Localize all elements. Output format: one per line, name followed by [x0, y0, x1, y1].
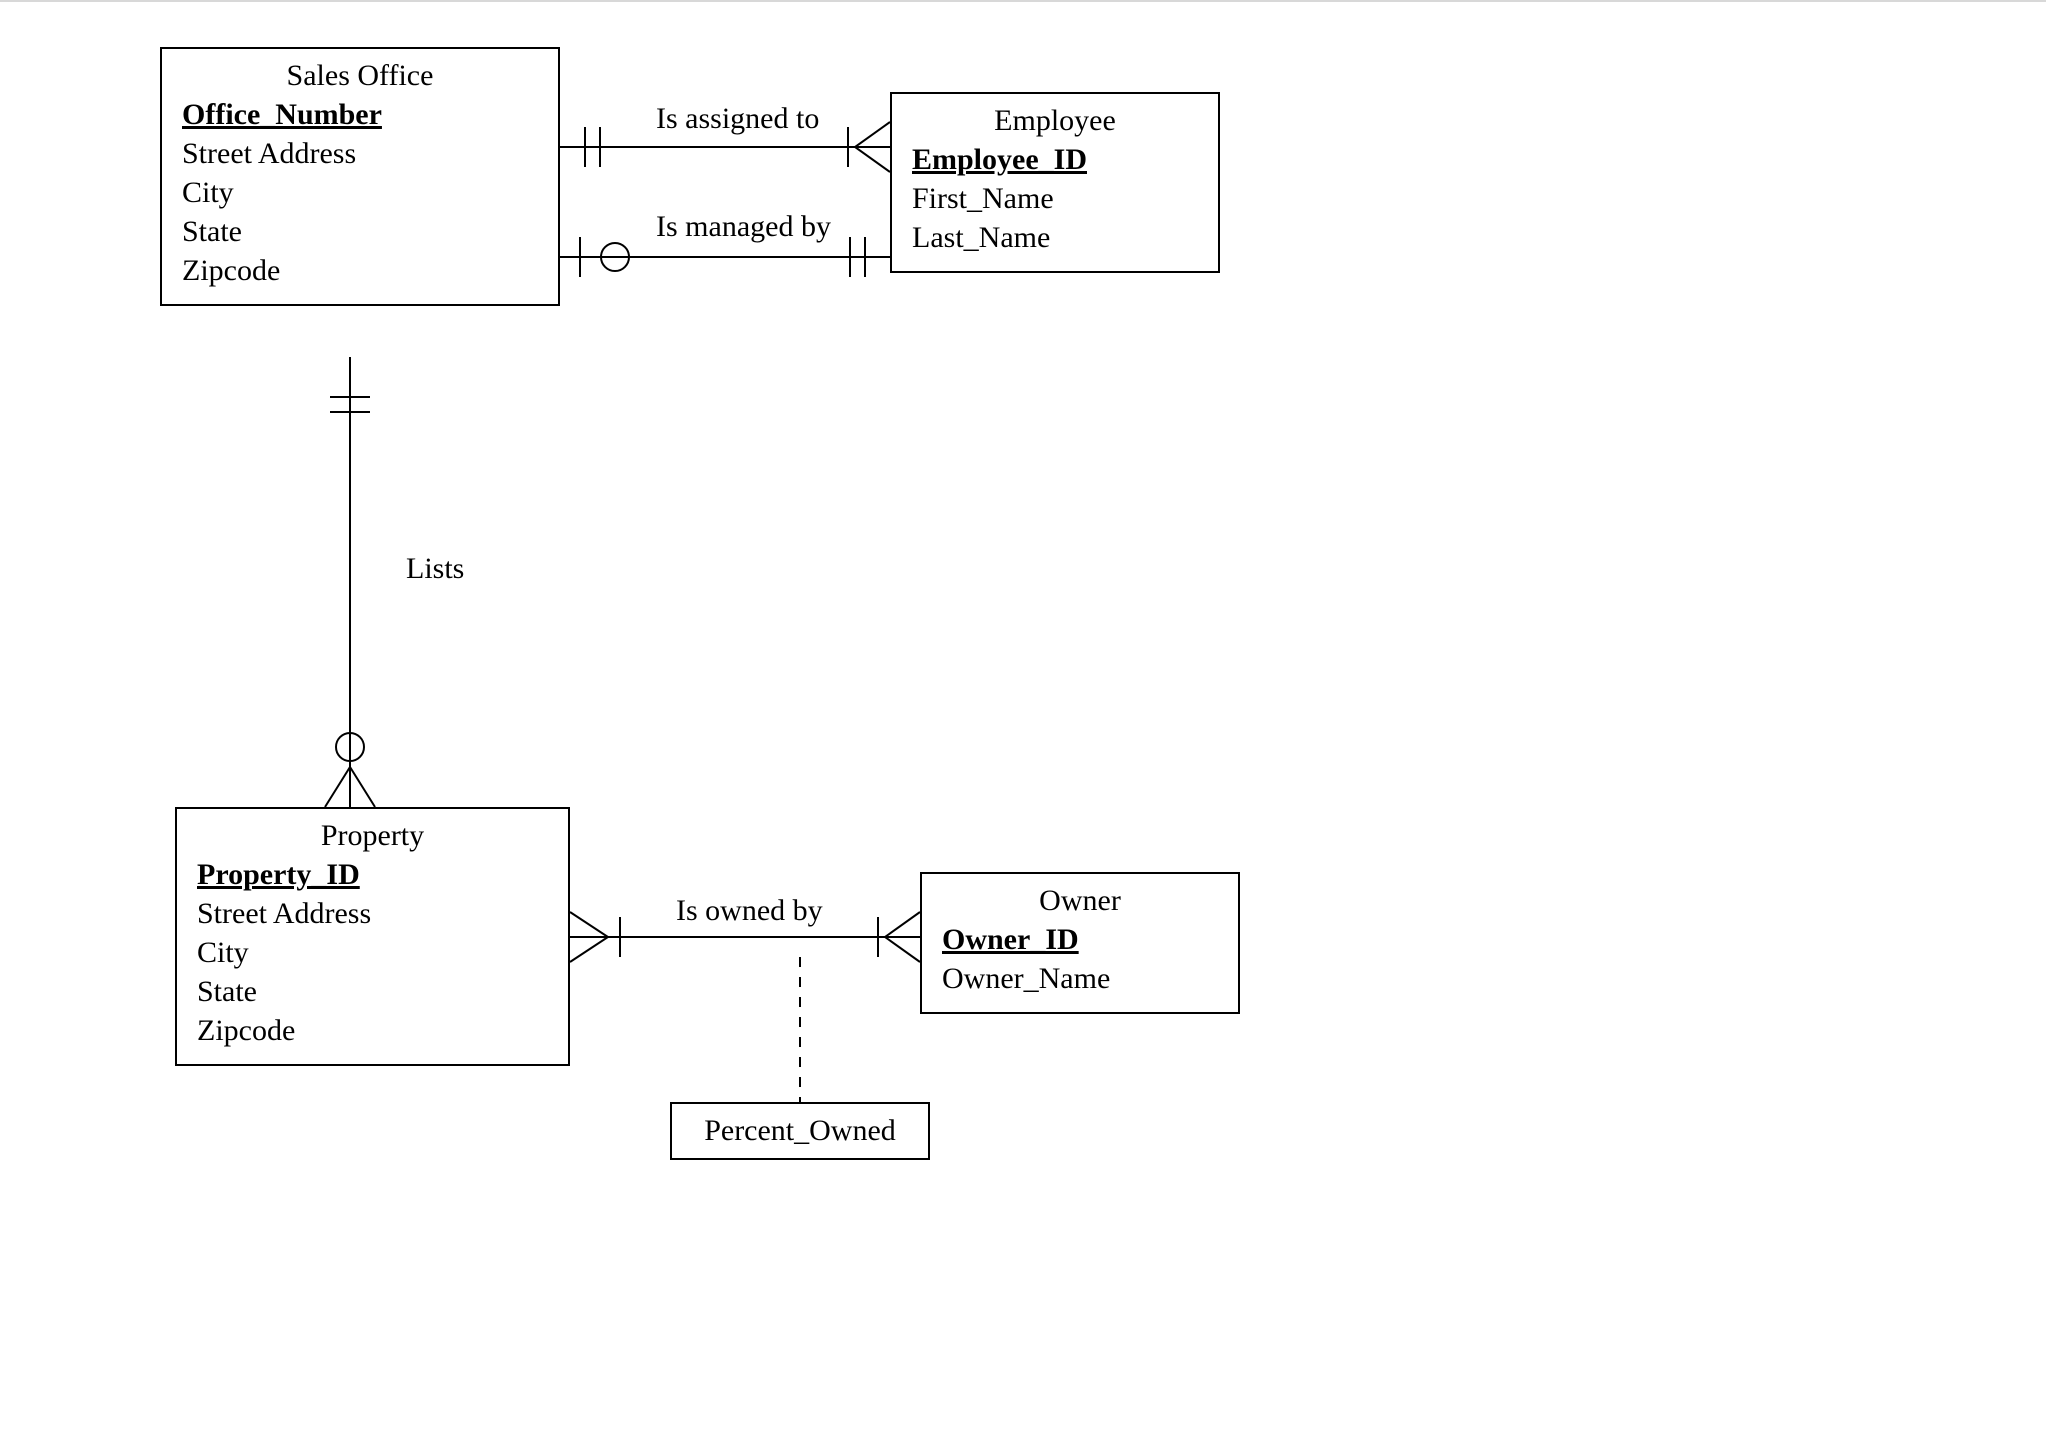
entity-attr: State	[182, 212, 538, 251]
entity-attr: State	[197, 972, 548, 1011]
entity-attr: Street Address	[197, 894, 548, 933]
entity-attr: City	[182, 173, 538, 212]
entity-key: Owner_ID	[942, 920, 1218, 959]
er-diagram-canvas: Sales Office Office_Number Street Addres…	[0, 0, 2046, 1442]
entity-attr: Owner_Name	[942, 959, 1218, 998]
entity-attr: City	[197, 933, 548, 972]
entity-title: Employee	[912, 104, 1198, 138]
rel-label-lists: Lists	[400, 552, 470, 586]
entity-owner: Owner Owner_ID Owner_Name	[920, 872, 1240, 1014]
entity-attr: Last_Name	[912, 218, 1198, 257]
entity-key: Property_ID	[197, 855, 548, 894]
rel-label-managed: Is managed by	[650, 210, 837, 244]
entity-title: Sales Office	[182, 59, 538, 93]
entity-employee: Employee Employee_ID First_Name Last_Nam…	[890, 92, 1220, 273]
entity-attr: First_Name	[912, 179, 1198, 218]
entity-attr: Zipcode	[182, 251, 538, 290]
entity-title: Property	[197, 819, 548, 853]
entity-attr: Zipcode	[197, 1011, 548, 1050]
entity-attr: Street Address	[182, 134, 538, 173]
entity-sales-office: Sales Office Office_Number Street Addres…	[160, 47, 560, 306]
assoc-attr-percent-owned: Percent_Owned	[670, 1102, 930, 1160]
entity-key: Office_Number	[182, 95, 538, 134]
rel-label-owned: Is owned by	[670, 894, 829, 928]
entity-key: Employee_ID	[912, 140, 1198, 179]
rel-label-assigned: Is assigned to	[650, 102, 825, 136]
entity-title: Owner	[942, 884, 1218, 918]
entity-property: Property Property_ID Street Address City…	[175, 807, 570, 1066]
